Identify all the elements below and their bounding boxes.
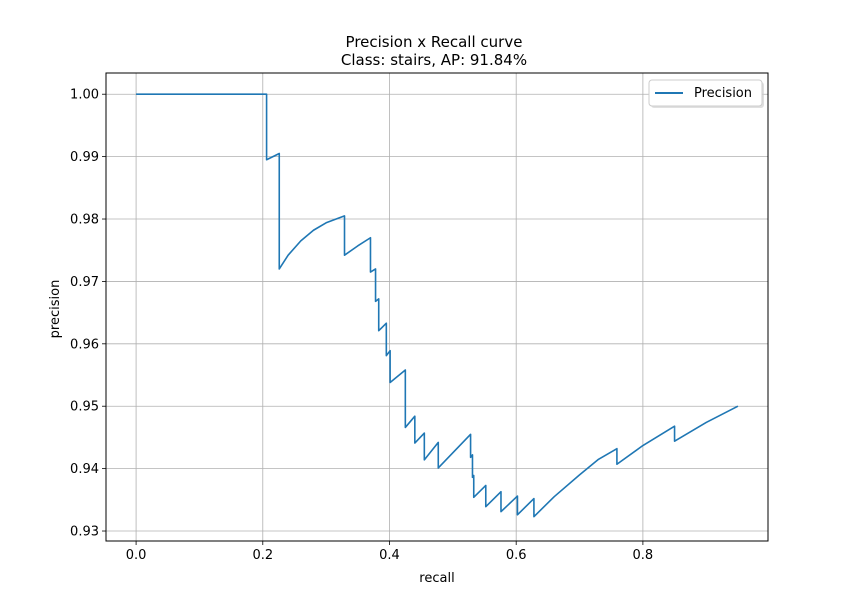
y-axis-label: precision <box>48 280 63 339</box>
x-tick-label: 0.6 <box>506 548 527 563</box>
y-tick-label: 0.99 <box>70 150 99 165</box>
y-axis-ticks: 0.93 0.94 0.95 0.96 0.97 0.98 0.99 1.00 <box>70 88 106 540</box>
x-tick-label: 0.2 <box>252 548 273 563</box>
y-tick-label: 0.94 <box>70 462 99 477</box>
x-tick-label: 0.4 <box>379 548 400 563</box>
legend-box <box>648 79 763 107</box>
y-tick-label: 0.97 <box>70 275 99 290</box>
y-tick-label: 0.95 <box>70 400 99 415</box>
plot-frame <box>105 72 769 542</box>
legend-label-precision: Precision <box>694 86 752 101</box>
grid-layer <box>106 73 768 541</box>
y-tick-label: 0.98 <box>70 213 99 228</box>
y-tick-label: 0.93 <box>70 525 99 540</box>
series-line-precision <box>136 93 739 518</box>
x-axis-label: recall <box>419 571 454 586</box>
x-axis-ticks: 0.0 0.2 0.4 0.6 0.8 <box>126 541 653 563</box>
chart-title: Precision x Recall curve <box>346 33 523 51</box>
y-tick-label: 0.96 <box>70 337 99 352</box>
x-tick-label: 0.0 <box>126 548 147 563</box>
x-tick-label: 0.8 <box>633 548 654 563</box>
legend: Precision <box>648 79 764 108</box>
series-layer <box>136 93 739 518</box>
chart-subtitle: Class: stairs, AP: 91.84% <box>341 51 527 69</box>
y-tick-label: 1.00 <box>70 88 99 103</box>
